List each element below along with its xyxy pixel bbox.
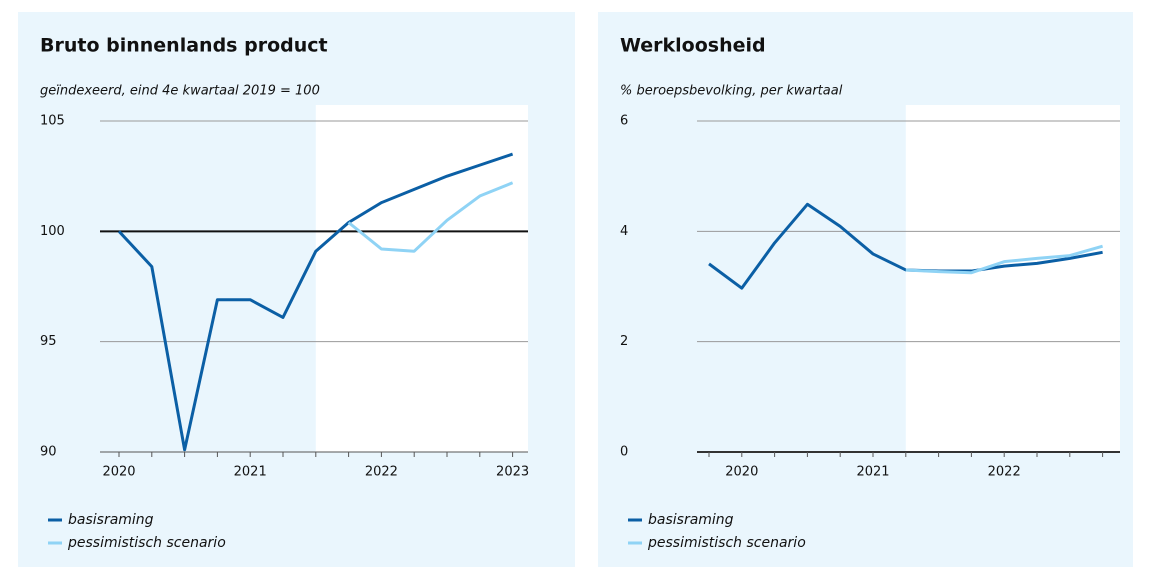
y-tick-label: 105: [40, 114, 65, 129]
series-line: [117, 152, 514, 452]
legend-label: pessimistisch scenario: [67, 535, 226, 551]
series-line: [347, 181, 514, 253]
chart-subtitle: % beroepsbevolking, per kwartaal: [620, 84, 843, 99]
chart-title: Werkloosheid: [620, 35, 766, 57]
x-tick-label: 2023: [496, 465, 529, 480]
x-tick-label: 2020: [725, 465, 758, 480]
y-tick-label: 90: [40, 445, 57, 460]
series-line: [905, 244, 1104, 275]
y-tick-label: 95: [40, 334, 57, 349]
y-tick-label: 2: [620, 334, 628, 349]
forecast-area: [905, 105, 1120, 452]
y-tick-label: 6: [620, 114, 628, 129]
x-tick-label: 2022: [365, 465, 398, 480]
legend-label: basisraming: [68, 512, 154, 528]
chart-subtitle: geïndexeerd, eind 4e kwartaal 2019 = 100: [40, 84, 320, 99]
y-tick-label: 0: [620, 445, 628, 460]
x-tick-label: 2022: [988, 465, 1021, 480]
y-tick-label: 4: [620, 224, 628, 239]
chart-title: Bruto binnenlands product: [40, 35, 328, 57]
forecast-area: [315, 105, 528, 452]
x-tick-label: 2021: [234, 465, 267, 480]
legend-label: basisraming: [648, 512, 734, 528]
x-tick-label: 2021: [856, 465, 889, 480]
legend-label: pessimistisch scenario: [647, 535, 806, 551]
y-tick-label: 100: [40, 224, 65, 239]
x-tick-label: 2020: [102, 465, 135, 480]
